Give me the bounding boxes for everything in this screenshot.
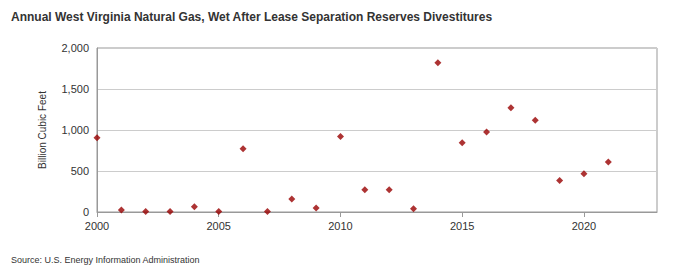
svg-text:2015: 2015: [450, 220, 474, 232]
svg-text:500: 500: [71, 165, 89, 177]
svg-text:Billion Cubic Feet: Billion Cubic Feet: [37, 91, 48, 169]
svg-text:Annual West Virginia Natural G: Annual West Virginia Natural Gas, Wet Af…: [11, 10, 492, 24]
svg-text:2005: 2005: [206, 220, 230, 232]
svg-text:2000: 2000: [85, 220, 109, 232]
svg-text:2,000: 2,000: [61, 42, 89, 54]
svg-text:0: 0: [83, 206, 89, 218]
svg-text:1,000: 1,000: [61, 124, 89, 136]
svg-text:2020: 2020: [572, 220, 596, 232]
svg-text:2010: 2010: [328, 220, 352, 232]
svg-text:Source: U.S. Energy Informatio: Source: U.S. Energy Information Administ…: [11, 255, 200, 265]
svg-text:1,500: 1,500: [61, 83, 89, 95]
